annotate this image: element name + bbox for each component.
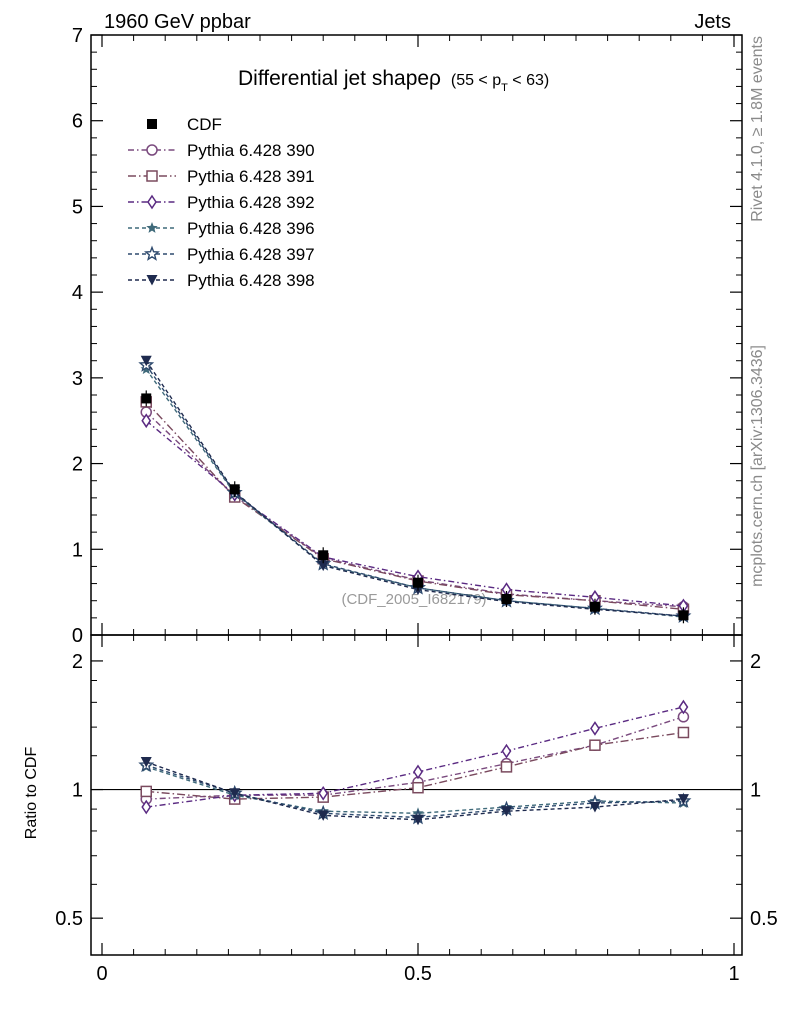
data-point-cdf [678,610,689,621]
ratio-point-series-1 [589,739,601,751]
y-tick-label: 4 [72,282,83,304]
ratio-point-series-5 [412,814,424,826]
ratio-y-axis: 0.5 0.5 1 1 2 2 [55,651,778,930]
ratio-point-series-2 [501,743,512,759]
legend-marker [146,222,158,233]
data-point-cdf [141,393,152,404]
legend-label: Pythia 6.428 396 [187,219,315,238]
data-point-cdf [589,601,600,612]
y-tick-label: 0 [72,625,83,647]
chart-title-range: (55 < p [451,72,501,89]
ratio-point-series-1 [140,785,152,798]
chart-title: Differential jet shapeρ (55 < pT < 63) [238,67,549,94]
legend-marker [143,245,161,261]
data-point-series-6 [140,355,152,367]
data-point-cdf [413,577,423,588]
y-tick-label: 1 [72,539,83,561]
x-tick-label: 1 [728,963,739,985]
y-tick-label: 6 [72,111,83,133]
main-series-group [138,355,692,624]
ratio-y-tick-label-right: 1 [750,780,761,802]
ratio-point-series-1 [677,726,690,739]
ratio-point-series-5 [677,794,689,805]
chart-title-main: Differential jet shapeρ [238,67,441,90]
ratio-point-series-5 [229,788,241,799]
data-point-series-4 [140,363,152,375]
legend-marker [146,275,158,286]
data-point-cdf [318,550,329,561]
legend-label: Pythia 6.428 392 [187,193,315,212]
x-tick-label: 0.5 [404,963,432,985]
legend-label: Pythia 6.428 397 [187,245,315,264]
header-analysis-label: Jets [694,11,731,33]
y-tick-label: 2 [72,454,83,476]
ratio-y-axis-label: Ratio to CDF [23,747,40,840]
analysis-watermark: (CDF_2005_I682179) [341,591,486,608]
header-energy-label: 1960 GeV ppbar [104,11,251,33]
ratio-point-series-1 [500,761,513,773]
ratio-y-tick-label-right: 2 [750,651,761,673]
legend: CDF Pythia 6.428 390 Pythia 6.428 391 Pythi… [128,115,315,290]
data-point-cdf [501,594,512,604]
legend-label: Pythia 6.428 391 [187,167,315,186]
legend-marker [146,144,158,156]
chart-title-subscript: T [501,82,508,94]
y-tick-label: 5 [72,196,83,218]
legend-marker [147,119,157,129]
ratio-y-tick-label: 0.5 [55,908,83,930]
legend-label: CDF [187,115,222,134]
ratio-point-series-2 [318,785,329,801]
legend-marker [147,194,157,210]
ratio-point-series-2 [678,699,689,715]
ratio-point-series-5 [140,757,152,768]
rivet-version-label: Rivet 4.1.0, ≥ 1.8M events [749,36,766,222]
ratio-point-series-2 [141,799,152,815]
data-point-cdf [229,484,240,495]
legend-marker [146,170,158,182]
ratio-plot-frame [90,634,743,956]
ratio-point-series-1 [412,781,424,794]
legend-label: Pythia 6.428 390 [187,141,315,160]
ratio-y-tick-label: 1 [72,780,83,802]
ratio-point-series-2 [413,764,423,780]
chart-title-range-end: < 63) [508,72,549,89]
ratio-point-series-5 [589,802,601,813]
legend-label: Pythia 6.428 398 [187,271,315,290]
data-point-series-6 [317,560,329,572]
x-tick-label: 0 [96,963,107,985]
ratio-point-series-2 [590,721,600,736]
y-tick-label: 7 [72,25,83,47]
ratio-point-series-5 [500,806,512,817]
y-tick-label: 3 [72,368,83,390]
ratio-y-tick-label-right: 0.5 [750,908,778,930]
ratio-point-series-5 [317,810,329,821]
ratio-y-tick-label: 2 [72,651,83,673]
ratio-series-group [138,699,692,826]
mcplots-label: mcplots.cern.ch [arXiv:1306.3436] [749,345,766,587]
main-y-axis: 0 1 2 3 4 5 6 7 [72,25,742,647]
x-axis: 0 0.5 1 [96,35,740,985]
data-point-series-3 [141,413,152,429]
